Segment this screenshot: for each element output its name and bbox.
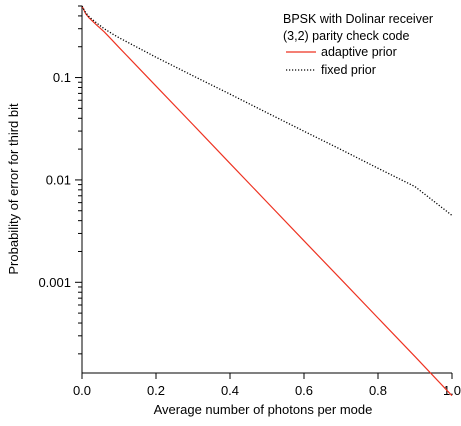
x-tick-label: 1.0 <box>443 383 461 398</box>
legend-title-line-2: (3,2) parity check code <box>283 29 409 43</box>
x-tick-label: 0.6 <box>295 383 313 398</box>
y-tick-label: 0.1 <box>53 70 71 85</box>
x-ticks: 0.0 0.2 0.4 0.6 0.8 1.0 <box>73 373 461 398</box>
y-tick-label: 0.01 <box>46 172 71 187</box>
x-tick-label: 0.8 <box>369 383 387 398</box>
legend-label-adaptive-prior: adaptive prior <box>321 45 397 59</box>
x-tick-label: 0.2 <box>147 383 165 398</box>
series-line-adaptive-prior <box>81 5 453 397</box>
x-axis-title: Average number of photons per mode <box>154 402 373 417</box>
series-lines <box>81 5 453 397</box>
axes <box>81 6 452 374</box>
x-tick-label: 0.0 <box>73 383 91 398</box>
legend-label-fixed-prior: fixed prior <box>321 63 376 77</box>
legend: BPSK with Dolinar receiver (3,2) parity … <box>283 12 433 77</box>
x-tick-label: 0.4 <box>221 383 239 398</box>
y-ticks: 0.001 0.01 0.1 <box>38 5 82 355</box>
legend-title-line-1: BPSK with Dolinar receiver <box>283 12 433 26</box>
y-tick-label: 0.001 <box>38 275 71 290</box>
y-axis-title: Probability of error for third bit <box>6 103 21 275</box>
series-line-fixed-prior <box>81 5 453 216</box>
